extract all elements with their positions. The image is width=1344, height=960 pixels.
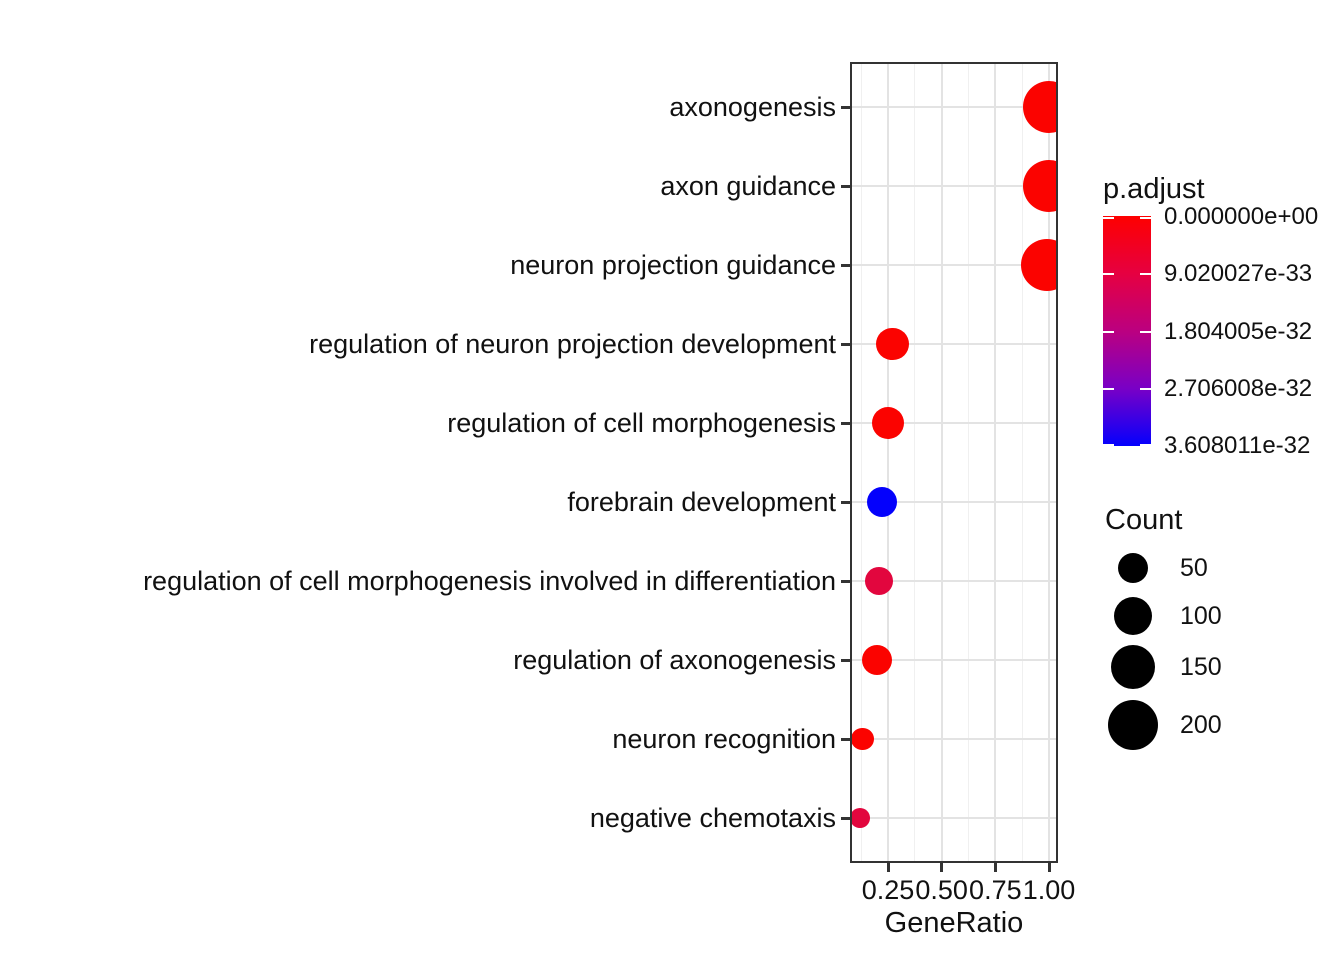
colorbar-tick-right bbox=[1140, 387, 1151, 390]
legend-padjust-title: p.adjust bbox=[1103, 173, 1205, 205]
colorbar-tick-right bbox=[1140, 273, 1151, 276]
count-legend-key bbox=[1118, 553, 1148, 583]
count-legend-label: 200 bbox=[1180, 711, 1222, 739]
data-point bbox=[1023, 160, 1058, 212]
x-axis-tick-label: 0.25 bbox=[861, 875, 915, 905]
gridline-major-horizontal bbox=[850, 264, 1058, 266]
gridline-major-vertical bbox=[1048, 62, 1050, 863]
plot-panel bbox=[850, 62, 1058, 863]
colorbar-tick-right bbox=[1140, 443, 1151, 446]
gridline-major-horizontal bbox=[850, 343, 1058, 345]
y-axis-label: regulation of cell morphogenesis bbox=[447, 408, 836, 438]
data-point bbox=[875, 327, 909, 361]
count-legend-key bbox=[1113, 596, 1153, 636]
gridline-major-vertical bbox=[994, 62, 997, 863]
x-axis-tick-label: 1.00 bbox=[1022, 875, 1076, 905]
x-axis-title: GeneRatio bbox=[884, 907, 1024, 939]
gridline-major-horizontal bbox=[850, 580, 1058, 582]
gridline-major-horizontal bbox=[850, 185, 1058, 187]
y-axis-tick bbox=[841, 737, 850, 741]
colorbar-tick-label: 1.804005e-32 bbox=[1164, 317, 1313, 345]
colorbar-tick-left bbox=[1103, 330, 1114, 333]
data-point bbox=[866, 487, 897, 517]
count-legend-label: 150 bbox=[1180, 653, 1222, 681]
count-legend-label: 100 bbox=[1180, 602, 1222, 630]
gridline-major-horizontal bbox=[850, 817, 1058, 819]
y-axis-tick bbox=[841, 579, 850, 583]
colorbar-tick-left bbox=[1103, 443, 1114, 446]
y-axis-tick bbox=[841, 500, 850, 504]
y-axis-tick bbox=[841, 184, 850, 188]
y-axis-label: axon guidance bbox=[660, 171, 836, 201]
colorbar-tick-left bbox=[1103, 387, 1114, 390]
legend-count-title: Count bbox=[1105, 504, 1183, 536]
data-point bbox=[1023, 81, 1058, 133]
count-legend-label: 50 bbox=[1180, 554, 1208, 582]
x-axis-tick-label: 0.50 bbox=[915, 875, 968, 905]
y-axis-label: neuron recognition bbox=[612, 724, 836, 754]
count-legend-key bbox=[1110, 644, 1156, 690]
gridline-major-horizontal bbox=[850, 738, 1058, 740]
count-legend-key bbox=[1108, 700, 1158, 750]
y-axis-tick bbox=[841, 263, 850, 267]
colorbar-tick-left bbox=[1103, 216, 1114, 219]
gridline-minor-vertical bbox=[914, 62, 916, 863]
x-axis-tick bbox=[886, 863, 890, 872]
colorbar-tick-label: 9.020027e-33 bbox=[1164, 260, 1313, 288]
colorbar-tick-label: 0.000000e+00 bbox=[1164, 203, 1319, 230]
gridline-major-horizontal bbox=[850, 659, 1058, 661]
data-point bbox=[862, 645, 893, 675]
data-point bbox=[850, 808, 870, 828]
gridline-major-horizontal bbox=[850, 501, 1058, 503]
colorbar-tick-right bbox=[1140, 216, 1151, 219]
y-axis-tick bbox=[841, 658, 850, 662]
y-axis-label: regulation of neuron projection developm… bbox=[309, 329, 836, 359]
y-axis-tick bbox=[841, 342, 850, 346]
colorbar-tick-label: 2.706008e-32 bbox=[1164, 374, 1313, 402]
y-axis-tick bbox=[841, 816, 850, 820]
gridline-major-horizontal bbox=[850, 422, 1058, 424]
data-point bbox=[850, 727, 874, 751]
gridline-minor-vertical bbox=[1021, 62, 1023, 863]
y-axis-label: regulation of cell morphogenesis involve… bbox=[143, 566, 836, 596]
x-axis-tick bbox=[940, 863, 944, 872]
gridline-minor-vertical bbox=[968, 62, 969, 863]
y-axis-label: axonogenesis bbox=[669, 92, 836, 122]
gridline-major-horizontal bbox=[850, 106, 1058, 108]
x-axis-tick bbox=[1047, 863, 1051, 872]
data-point bbox=[865, 567, 894, 595]
y-axis-label: neuron projection guidance bbox=[510, 250, 836, 280]
colorbar-tick-right bbox=[1140, 330, 1151, 333]
gridline-minor-vertical bbox=[860, 62, 862, 863]
y-axis-tick bbox=[841, 421, 850, 425]
y-axis-label: negative chemotaxis bbox=[589, 803, 836, 833]
y-axis-label: regulation of axonogenesis bbox=[513, 645, 836, 675]
x-axis-tick-label: 0.75 bbox=[969, 875, 1022, 905]
colorbar-tick-label: 3.608011e-32 bbox=[1164, 432, 1311, 459]
y-axis-tick bbox=[841, 105, 850, 109]
y-axis-label: forebrain development bbox=[567, 487, 836, 517]
colorbar-tick-left bbox=[1103, 273, 1114, 276]
gridline-major-vertical bbox=[887, 62, 889, 863]
gridline-major-vertical bbox=[940, 62, 943, 863]
data-point bbox=[1020, 239, 1058, 291]
data-point bbox=[872, 407, 904, 439]
x-axis-tick bbox=[993, 863, 997, 872]
